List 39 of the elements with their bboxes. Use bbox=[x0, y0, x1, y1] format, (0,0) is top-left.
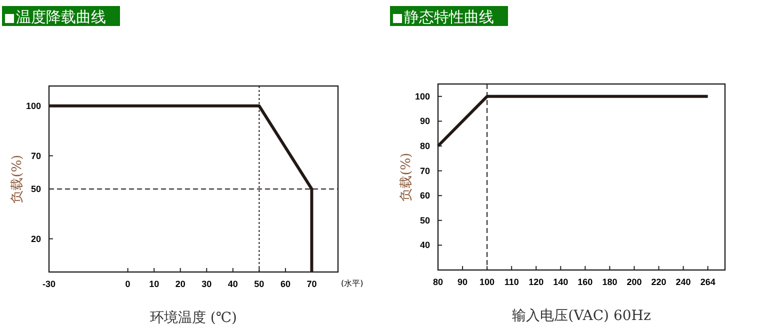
x-axis-title: 输入电压(VAC) 60Hz bbox=[512, 308, 651, 324]
x-tick-label: 120 bbox=[528, 277, 544, 287]
y-tick-label: 50 bbox=[30, 184, 41, 194]
y-tick-label: 90 bbox=[420, 116, 430, 126]
x-tick-label: 240 bbox=[676, 277, 691, 287]
chart-title: 静态特性曲线 bbox=[404, 8, 494, 26]
x-tick-label: 90 bbox=[458, 277, 468, 287]
y-axis-title: 负载(%) bbox=[10, 154, 25, 204]
x-tick-label: 50 bbox=[254, 279, 264, 289]
x-tick-label: 70 bbox=[306, 279, 317, 289]
x-tick-label: 10 bbox=[149, 279, 160, 289]
y-axis-title: 负载(%) bbox=[399, 152, 414, 202]
x-tick-label: 30 bbox=[202, 279, 212, 289]
y-tick-label: 60 bbox=[420, 190, 430, 201]
x-tick-label: 200 bbox=[626, 277, 642, 287]
x-tick-label: -30 bbox=[42, 279, 56, 289]
x-tick-label: 40 bbox=[228, 279, 238, 289]
y-tick-label: 70 bbox=[30, 150, 41, 161]
x-tick-label: 160 bbox=[578, 277, 593, 287]
y-tick-label: 100 bbox=[26, 100, 41, 111]
x-tick-label: 110 bbox=[504, 277, 519, 287]
y-tick-label: 50 bbox=[420, 215, 430, 226]
y-tick-label: 100 bbox=[414, 91, 430, 102]
x-tick-label: 0 bbox=[125, 279, 130, 289]
x-tick-label: 80 bbox=[432, 277, 444, 287]
text: (水平) bbox=[341, 279, 364, 288]
x-tick-label: 140 bbox=[553, 277, 568, 287]
chart-title: 温度降载曲线 bbox=[16, 8, 106, 26]
x-axis-title: 环境温度 (℃) bbox=[150, 310, 238, 326]
x-tick-label: 180 bbox=[602, 277, 618, 287]
x-tick-label: 20 bbox=[175, 279, 186, 289]
y-tick-label: 80 bbox=[420, 141, 430, 151]
x-tick-label: 264 bbox=[700, 277, 716, 287]
x-tick-label: 100 bbox=[480, 277, 495, 287]
y-tick-label: 70 bbox=[420, 166, 430, 176]
x-tick-label: 220 bbox=[651, 277, 666, 287]
y-tick-label: 20 bbox=[30, 234, 41, 244]
y-tick-label: 40 bbox=[420, 240, 430, 250]
x-tick-label: 60 bbox=[280, 279, 290, 289]
